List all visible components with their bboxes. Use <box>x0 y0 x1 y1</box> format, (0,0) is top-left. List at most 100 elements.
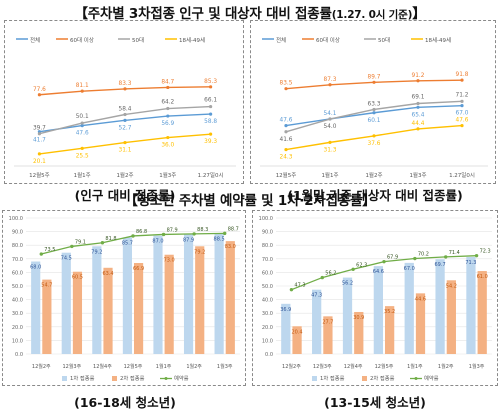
bar-label-dose1-6: 71.3 <box>465 260 476 266</box>
data-label-0-1: 47.6 <box>76 131 89 137</box>
bar-label-dose1-0: 68.0 <box>30 265 41 271</box>
y-tick-label-6: 60.0 <box>12 270 23 276</box>
bar-label-dose1-4: 67.0 <box>404 266 415 272</box>
legend-label-dose2: 2차 접종률 <box>370 374 395 382</box>
bar-label-dose1-0: 36.9 <box>280 307 291 313</box>
bar-dose1-5 <box>435 259 445 354</box>
reservation-label-2: 62.3 <box>356 262 367 268</box>
bar-dose2-6 <box>477 271 487 354</box>
reservation-label-6: 88.7 <box>228 226 239 232</box>
mid-title: 【청소년 주차별 예약률 및 1차·2차접종률】 <box>124 193 376 209</box>
legend-swatch-dose2 <box>362 376 367 381</box>
x-tick-label-3: 1월3주 <box>159 171 176 179</box>
y-tick-label-2: 20.0 <box>12 325 23 331</box>
data-point-1-4 <box>460 78 464 82</box>
x-tick-label-5: 1월2주 <box>438 363 454 370</box>
legend-label-0: 전체 <box>276 36 286 44</box>
x-tick-label-4: 1.27일0시 <box>198 171 224 179</box>
bar-dose2-2 <box>354 311 364 354</box>
bar-label-dose2-0: 20.4 <box>291 329 302 335</box>
reservation-label-6: 72.3 <box>480 249 491 255</box>
bar-dose1-5 <box>183 234 194 354</box>
data-point-0-3 <box>416 105 420 109</box>
y-tick-label-8: 80.0 <box>12 243 23 249</box>
data-label-0-4: 58.8 <box>204 119 217 125</box>
data-label-1-1: 81.1 <box>76 83 89 89</box>
y-tick-label-7: 70.0 <box>12 257 23 263</box>
data-label-1-0: 83.5 <box>280 81 293 87</box>
top-title-sub: (1.27. 0시 기준) <box>331 9 413 21</box>
bar-label-dose1-3: 64.6 <box>373 269 384 275</box>
bar-dose1-0 <box>281 303 291 354</box>
bar-dose1-1 <box>312 289 322 354</box>
reservation-point-2 <box>351 267 355 271</box>
data-label-1-1: 87.3 <box>324 77 337 83</box>
data-point-2-2 <box>372 107 376 112</box>
bar-label-dose1-2: 79.2 <box>91 249 102 255</box>
legend: 1차 접종률 2차 접종률 예약률 <box>312 374 439 382</box>
data-label-2-1: 50.1 <box>76 114 89 120</box>
data-label-1-4: 91.8 <box>456 72 469 78</box>
x-tick-label-0: 12월2주 <box>32 363 51 370</box>
bar-label-dose1-5: 87.9 <box>183 237 194 243</box>
reservation-point-4 <box>413 256 417 261</box>
y-tick-label-4: 40.0 <box>12 298 23 304</box>
bar-label-dose2-1: 60.5 <box>72 275 83 281</box>
data-point-3-4 <box>460 124 464 128</box>
bar-dose2-3 <box>134 263 144 354</box>
reservation-point-5 <box>444 255 448 259</box>
bar-label-dose2-5: 79.2 <box>194 249 205 255</box>
caption-13-15: (13-15세 청소년) <box>324 395 426 410</box>
bar-dose1-4 <box>404 262 414 354</box>
bar-dose2-1 <box>323 316 333 354</box>
data-label-2-2: 63.3 <box>368 101 381 107</box>
legend-swatch-dose2 <box>112 376 117 381</box>
y-tick-label-0: 0.0 <box>15 352 23 358</box>
legend-swatch-dose1 <box>312 376 317 381</box>
x-tick-label-1: 12월3주 <box>62 363 81 370</box>
data-label-2-1: 54.0 <box>324 124 337 130</box>
data-label-2-4: 66.1 <box>204 98 217 104</box>
data-label-1-2: 89.7 <box>368 74 381 80</box>
data-point-0-0 <box>284 124 288 128</box>
y-tick-label-6: 60.0 <box>262 270 273 276</box>
x-tick-label-6: 1월3주 <box>469 363 485 370</box>
data-label-3-0: 20.1 <box>33 159 46 165</box>
y-tick-label-0: 0.0 <box>265 352 273 358</box>
y-tick-label-9: 90.0 <box>12 230 23 236</box>
bar-chart-13-15: 0.0 10.0 20.0 30.0 40.0 50.0 60.0 70.0 80.0 90.0 1… <box>259 216 492 382</box>
data-point-2-4 <box>209 104 213 109</box>
data-point-1-1 <box>328 83 332 87</box>
reservation-point-0 <box>39 252 43 256</box>
bar-dose2-5 <box>195 246 205 354</box>
reservation-point-2 <box>100 241 105 245</box>
data-label-3-0: 24.3 <box>280 155 293 161</box>
bar-dose1-6 <box>214 233 224 354</box>
data-label-0-0: 41.7 <box>33 138 46 144</box>
panel-bottom-left <box>2 210 246 386</box>
top-title-main: 【주차별 3차접종 인구 및 대상자 대비 접종률 <box>74 6 332 22</box>
reservation-label-1: 79.1 <box>75 239 86 245</box>
bar-dose1-2 <box>342 277 353 354</box>
data-label-2-4: 71.2 <box>456 92 469 98</box>
data-label-0-3: 56.9 <box>161 121 174 127</box>
x-tick-label-3: 12월5주 <box>375 363 394 370</box>
bar-label-dose2-3: 66.9 <box>133 266 144 272</box>
data-point-1-0 <box>37 93 42 97</box>
x-tick-label-5: 1월2주 <box>186 363 202 370</box>
reservation-label-3: 67.9 <box>387 255 398 261</box>
reservation-label-5: 88.3 <box>197 227 208 233</box>
line-chart-target: 전체 60대 이상 50대 18세-49세 47.6 54.1 60.1 65.4 67.0 83… <box>260 36 488 179</box>
reservation-label-5: 71.4 <box>449 250 460 256</box>
bar-dose2-6 <box>225 241 235 354</box>
x-tick-label-6: 1월3주 <box>217 363 233 370</box>
data-label-0-1: 54.1 <box>324 111 337 117</box>
data-point-2-3 <box>416 101 420 106</box>
legend: 전체 60대 이상 50대 18세-49세 <box>262 36 451 44</box>
legend-label-2: 50대 <box>378 36 390 44</box>
data-label-3-1: 25.5 <box>76 153 89 159</box>
data-label-1-3: 84.7 <box>161 79 174 85</box>
legend-label-2: 50대 <box>132 36 144 44</box>
line-chart-population: 전체 60대 이상 50대 18세-49세 41.7 47.6 52.7 56.9 58.8 77… <box>14 36 236 179</box>
bar-label-dose1-1: 47.3 <box>311 293 322 299</box>
